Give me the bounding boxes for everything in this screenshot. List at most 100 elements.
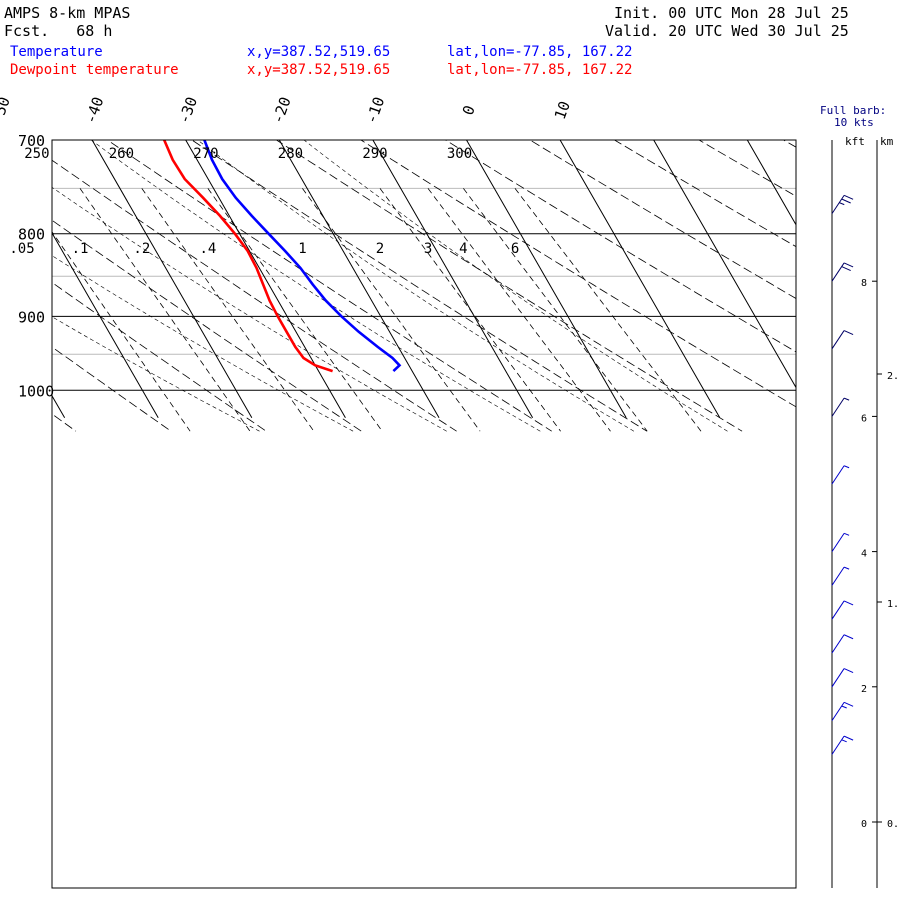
dry-adiabat: [444, 140, 796, 353]
isotherm-label: -10: [362, 94, 388, 126]
wind-barb-half-flag: [839, 202, 845, 206]
dry-adiabat: [275, 140, 743, 432]
wind-barb: [831, 465, 845, 485]
wind-barb-flag: [841, 266, 851, 272]
isotherm: [185, 140, 346, 419]
pressure-tick-label: 900: [18, 308, 45, 326]
wind-barb-flag: [843, 668, 854, 673]
wind-barb-half-flag: [841, 739, 847, 743]
kft-tick-label: 2: [861, 684, 867, 695]
isotherm: [52, 394, 66, 419]
mixing-ratio-line: [379, 188, 561, 432]
km-tick-label: 0.: [887, 819, 899, 830]
wind-barb: [831, 533, 845, 552]
model-title: AMPS 8-km MPAS: [4, 4, 131, 22]
dry-adiabat-label: 270: [193, 146, 218, 162]
isotherm-label: -40: [81, 94, 107, 126]
dry-adiabat: [529, 140, 796, 299]
dry-adiabat: [106, 140, 552, 432]
wind-barb: [831, 600, 845, 620]
moist-adiabat: [52, 255, 354, 432]
isotherm-label: 10: [551, 99, 574, 122]
mixing-ratio-label: .2: [133, 241, 150, 257]
isotherm-label: -50: [0, 94, 14, 126]
dry-adiabat-label: 290: [362, 146, 387, 162]
valid-time: Valid. 20 UTC Wed 30 Jul 25: [605, 22, 849, 40]
isotherm: [52, 232, 159, 419]
legend-temperature-xy: x,y=387.52,519.65: [247, 44, 391, 60]
wind-barb-flag: [843, 701, 854, 707]
isotherm-label: -20: [269, 94, 295, 126]
isotherm-label: -30: [175, 94, 201, 126]
mixing-ratio-line: [427, 188, 611, 432]
pressure-tick-label: 800: [18, 226, 45, 244]
mixing-ratio-line: [207, 188, 383, 432]
kft-tick-label: 8: [861, 278, 867, 289]
wind-barb-flag: [843, 600, 854, 606]
wind-barb-half-flag: [843, 532, 850, 536]
mixing-ratio-line: [79, 188, 251, 432]
isotherm: [746, 140, 796, 226]
isotherm: [91, 140, 253, 419]
dry-adiabat-label: 300: [447, 146, 472, 162]
moist-adiabat: [90, 140, 541, 432]
dry-adiabat: [191, 140, 648, 432]
wind-barb-flag: [841, 198, 851, 204]
moist-adiabat: [303, 140, 728, 432]
wind-barb-flag: [843, 634, 854, 640]
pressure-tick-label: 700: [18, 132, 45, 150]
temperature-profile-line: [203, 140, 402, 373]
wind-barb: [831, 634, 845, 654]
mixing-ratio-label: 4: [459, 241, 467, 257]
fcst-value: 68 h: [76, 22, 113, 40]
valid-value: 20 UTC Wed 30 Jul 25: [668, 22, 849, 40]
init-value: 00 UTC Mon 28 Jul 25: [668, 4, 849, 22]
legend-dewpoint: Dewpoint temperature: [10, 61, 179, 79]
wind-barb-flag: [843, 735, 854, 741]
kft-tick-label: 6: [861, 413, 867, 424]
plot-frame: [51, 139, 797, 889]
mixing-ratio-line: [514, 188, 702, 432]
wind-barb-half-flag: [841, 705, 847, 709]
mixing-ratio-label: 1: [298, 241, 306, 257]
kft-label: kft: [845, 135, 865, 148]
isotherm: [278, 140, 440, 419]
mixing-ratio-label: .4: [199, 241, 216, 257]
grid-layer: [52, 140, 796, 432]
mixing-ratio-line: [52, 231, 191, 432]
dry-adiabat-label: 250: [24, 146, 49, 162]
isotherm: [466, 140, 627, 419]
dry-adiabat: [360, 140, 796, 408]
kft-tick-label: 0: [861, 819, 867, 830]
km-tick-label: 1.: [887, 599, 899, 610]
forecast-hour: Fcst. 68 h: [4, 22, 112, 40]
wind-barbs: [831, 194, 854, 755]
wind-barb: [831, 397, 845, 417]
wind-barb: [831, 566, 845, 586]
isotherm: [653, 140, 796, 389]
dewpoint-profile-line: [163, 140, 334, 373]
wind-barb-flag: [843, 194, 854, 200]
wind-barb: [831, 262, 845, 282]
dry-adiabat: [698, 140, 796, 197]
mixing-ratio-label: 3: [424, 241, 432, 257]
km-tick-label: 2.: [887, 371, 899, 382]
km-label: km: [880, 135, 894, 148]
wind-barb-half-flag: [843, 397, 850, 401]
series-layer: [163, 140, 402, 373]
mixing-ratio-label: 6: [511, 241, 519, 257]
wind-ticks: 8 6 4 2 0 2. 1. 0.: [861, 278, 899, 830]
dry-adiabat-label: 260: [109, 146, 134, 162]
mixing-ratio-label: .1: [72, 241, 89, 257]
isotherm: [559, 140, 721, 419]
legend-temperature-latlon: lat,lon=-77.85, 167.22: [447, 44, 633, 60]
wind-panel: Full barb: 10 kts kft km 8 6 4 2 0 2. 1. 0.: [820, 104, 899, 888]
pressure-tick-label: 1000: [18, 382, 54, 400]
legend-name: Dewpoint temperature: [10, 62, 179, 78]
wind-barb-flag: [843, 262, 854, 268]
isotherm-label: 0: [459, 103, 479, 118]
wind-panel-title: Full barb:: [820, 104, 886, 117]
init-label: Init.: [614, 4, 660, 22]
legend-dewpoint-xy: x,y=387.52,519.65: [247, 62, 391, 78]
